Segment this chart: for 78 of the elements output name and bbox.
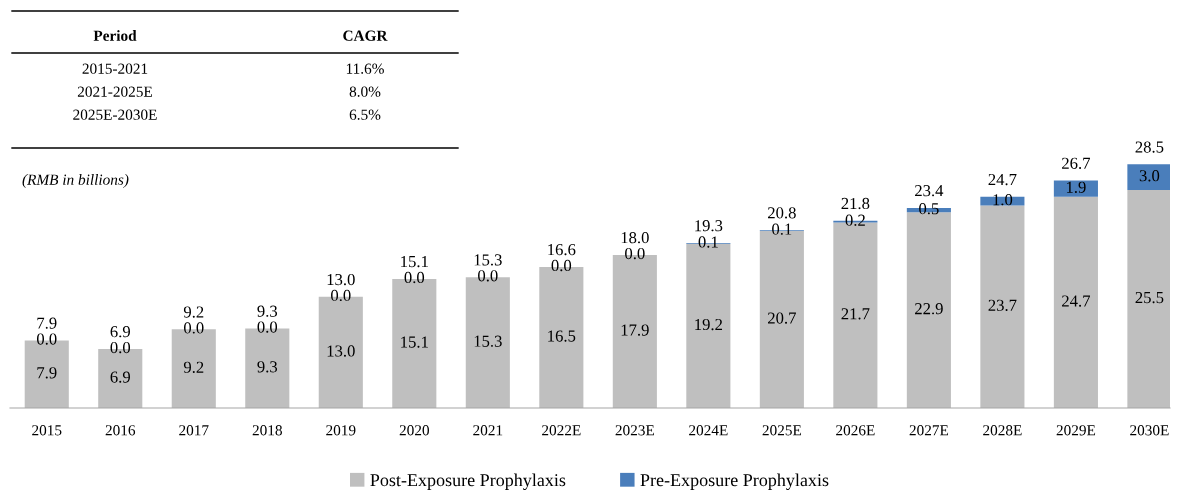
data-label: 24.7 bbox=[1062, 295, 1091, 307]
data-label: 0.1 bbox=[698, 236, 718, 248]
data-label: 22.9 bbox=[915, 303, 943, 315]
data-label: 9.3 bbox=[257, 361, 278, 373]
text: 8.0% bbox=[349, 86, 381, 97]
data-label: 15.1 bbox=[401, 336, 428, 348]
bar bbox=[1053, 180, 1098, 197]
total-label: 6.9 bbox=[110, 326, 130, 338]
data-label: 0.0 bbox=[257, 321, 278, 333]
total-label: 20.8 bbox=[768, 207, 796, 219]
data-label: 0.0 bbox=[331, 289, 351, 302]
x-tick-label: 2028E bbox=[983, 425, 1022, 436]
bar bbox=[1053, 196, 1098, 408]
bar bbox=[1127, 190, 1170, 408]
x-tick-label: 2029E bbox=[1056, 425, 1096, 436]
data-label: 1.0 bbox=[993, 194, 1013, 206]
total-label: 13.0 bbox=[327, 273, 355, 286]
total-label: 26.7 bbox=[1062, 157, 1091, 169]
total-label: 9.3 bbox=[257, 305, 278, 317]
total-label: 16.6 bbox=[548, 244, 576, 256]
x-tick-label: 2019 bbox=[326, 425, 356, 436]
x-tick-label: 2018 bbox=[252, 425, 282, 436]
text: 2025E-2030E bbox=[73, 109, 157, 120]
total-label: 15.3 bbox=[474, 254, 502, 266]
data-label: 0.0 bbox=[478, 270, 498, 282]
data-label: 9.2 bbox=[183, 361, 204, 373]
total-label: 28.5 bbox=[1135, 141, 1164, 153]
x-tick-label: 2024E bbox=[689, 425, 728, 436]
data-label: 7.9 bbox=[37, 367, 57, 379]
data-label: 3.0 bbox=[1139, 170, 1160, 182]
text: 11.6% bbox=[346, 63, 384, 74]
total-label: 24.7 bbox=[988, 173, 1017, 186]
total-label: 19.3 bbox=[695, 220, 723, 232]
legend-label: Post-Exposure Prophylaxis bbox=[370, 473, 566, 490]
data-label: 0.0 bbox=[110, 341, 131, 354]
data-label: 13.0 bbox=[327, 345, 355, 357]
text: 6.5% bbox=[349, 109, 381, 120]
data-label: 0.0 bbox=[625, 247, 645, 260]
x-tick-label: 2027E bbox=[909, 425, 949, 436]
x-tick-label: 2021 bbox=[473, 425, 503, 436]
data-label: 17.9 bbox=[621, 324, 649, 336]
total-label: 15.1 bbox=[401, 256, 428, 268]
x-tick-label: 2020 bbox=[399, 425, 429, 436]
x-tick-label: 2016 bbox=[105, 425, 136, 436]
total-label: 7.9 bbox=[37, 317, 57, 329]
total-label: 21.8 bbox=[841, 197, 870, 210]
x-tick-label: 2023E bbox=[615, 425, 655, 436]
x-tick-label: 2030E bbox=[1130, 425, 1169, 436]
data-label: 15.3 bbox=[474, 335, 502, 347]
data-label: 0.0 bbox=[404, 271, 425, 284]
data-label: 0.1 bbox=[772, 223, 792, 235]
data-label: 0.0 bbox=[184, 322, 204, 334]
bar bbox=[980, 205, 1025, 408]
x-tick-label: 2022E bbox=[542, 425, 581, 436]
bar bbox=[1127, 164, 1170, 191]
data-label: 0.0 bbox=[36, 333, 57, 345]
data-label: 23.7 bbox=[988, 299, 1017, 311]
data-label: 6.9 bbox=[110, 371, 130, 383]
data-label: 0.0 bbox=[551, 259, 572, 272]
data-label: 16.5 bbox=[548, 330, 576, 342]
data-label: 25.5 bbox=[1135, 291, 1164, 304]
annotation: (RMB in billions) bbox=[22, 174, 129, 188]
text: 2015-2021 bbox=[82, 63, 148, 74]
data-label: 1.9 bbox=[1066, 181, 1086, 193]
data-label: 20.7 bbox=[768, 312, 796, 324]
total-label: 18.0 bbox=[621, 232, 649, 244]
x-tick-label: 2017 bbox=[179, 425, 209, 436]
total-label: 23.4 bbox=[915, 185, 944, 197]
text: Period bbox=[93, 30, 137, 41]
x-tick-label: 2025E bbox=[762, 425, 802, 436]
legend-label: Pre-Exposure Prophylaxis bbox=[640, 473, 829, 490]
text: 2021-2025E bbox=[77, 86, 153, 97]
total-label: 9.2 bbox=[183, 306, 204, 318]
text: CAGR bbox=[343, 30, 388, 41]
data-label: 19.2 bbox=[695, 318, 723, 331]
data-label: 21.7 bbox=[841, 308, 870, 320]
x-tick-label: 2026E bbox=[836, 425, 875, 436]
x-tick-label: 2015 bbox=[32, 425, 62, 436]
